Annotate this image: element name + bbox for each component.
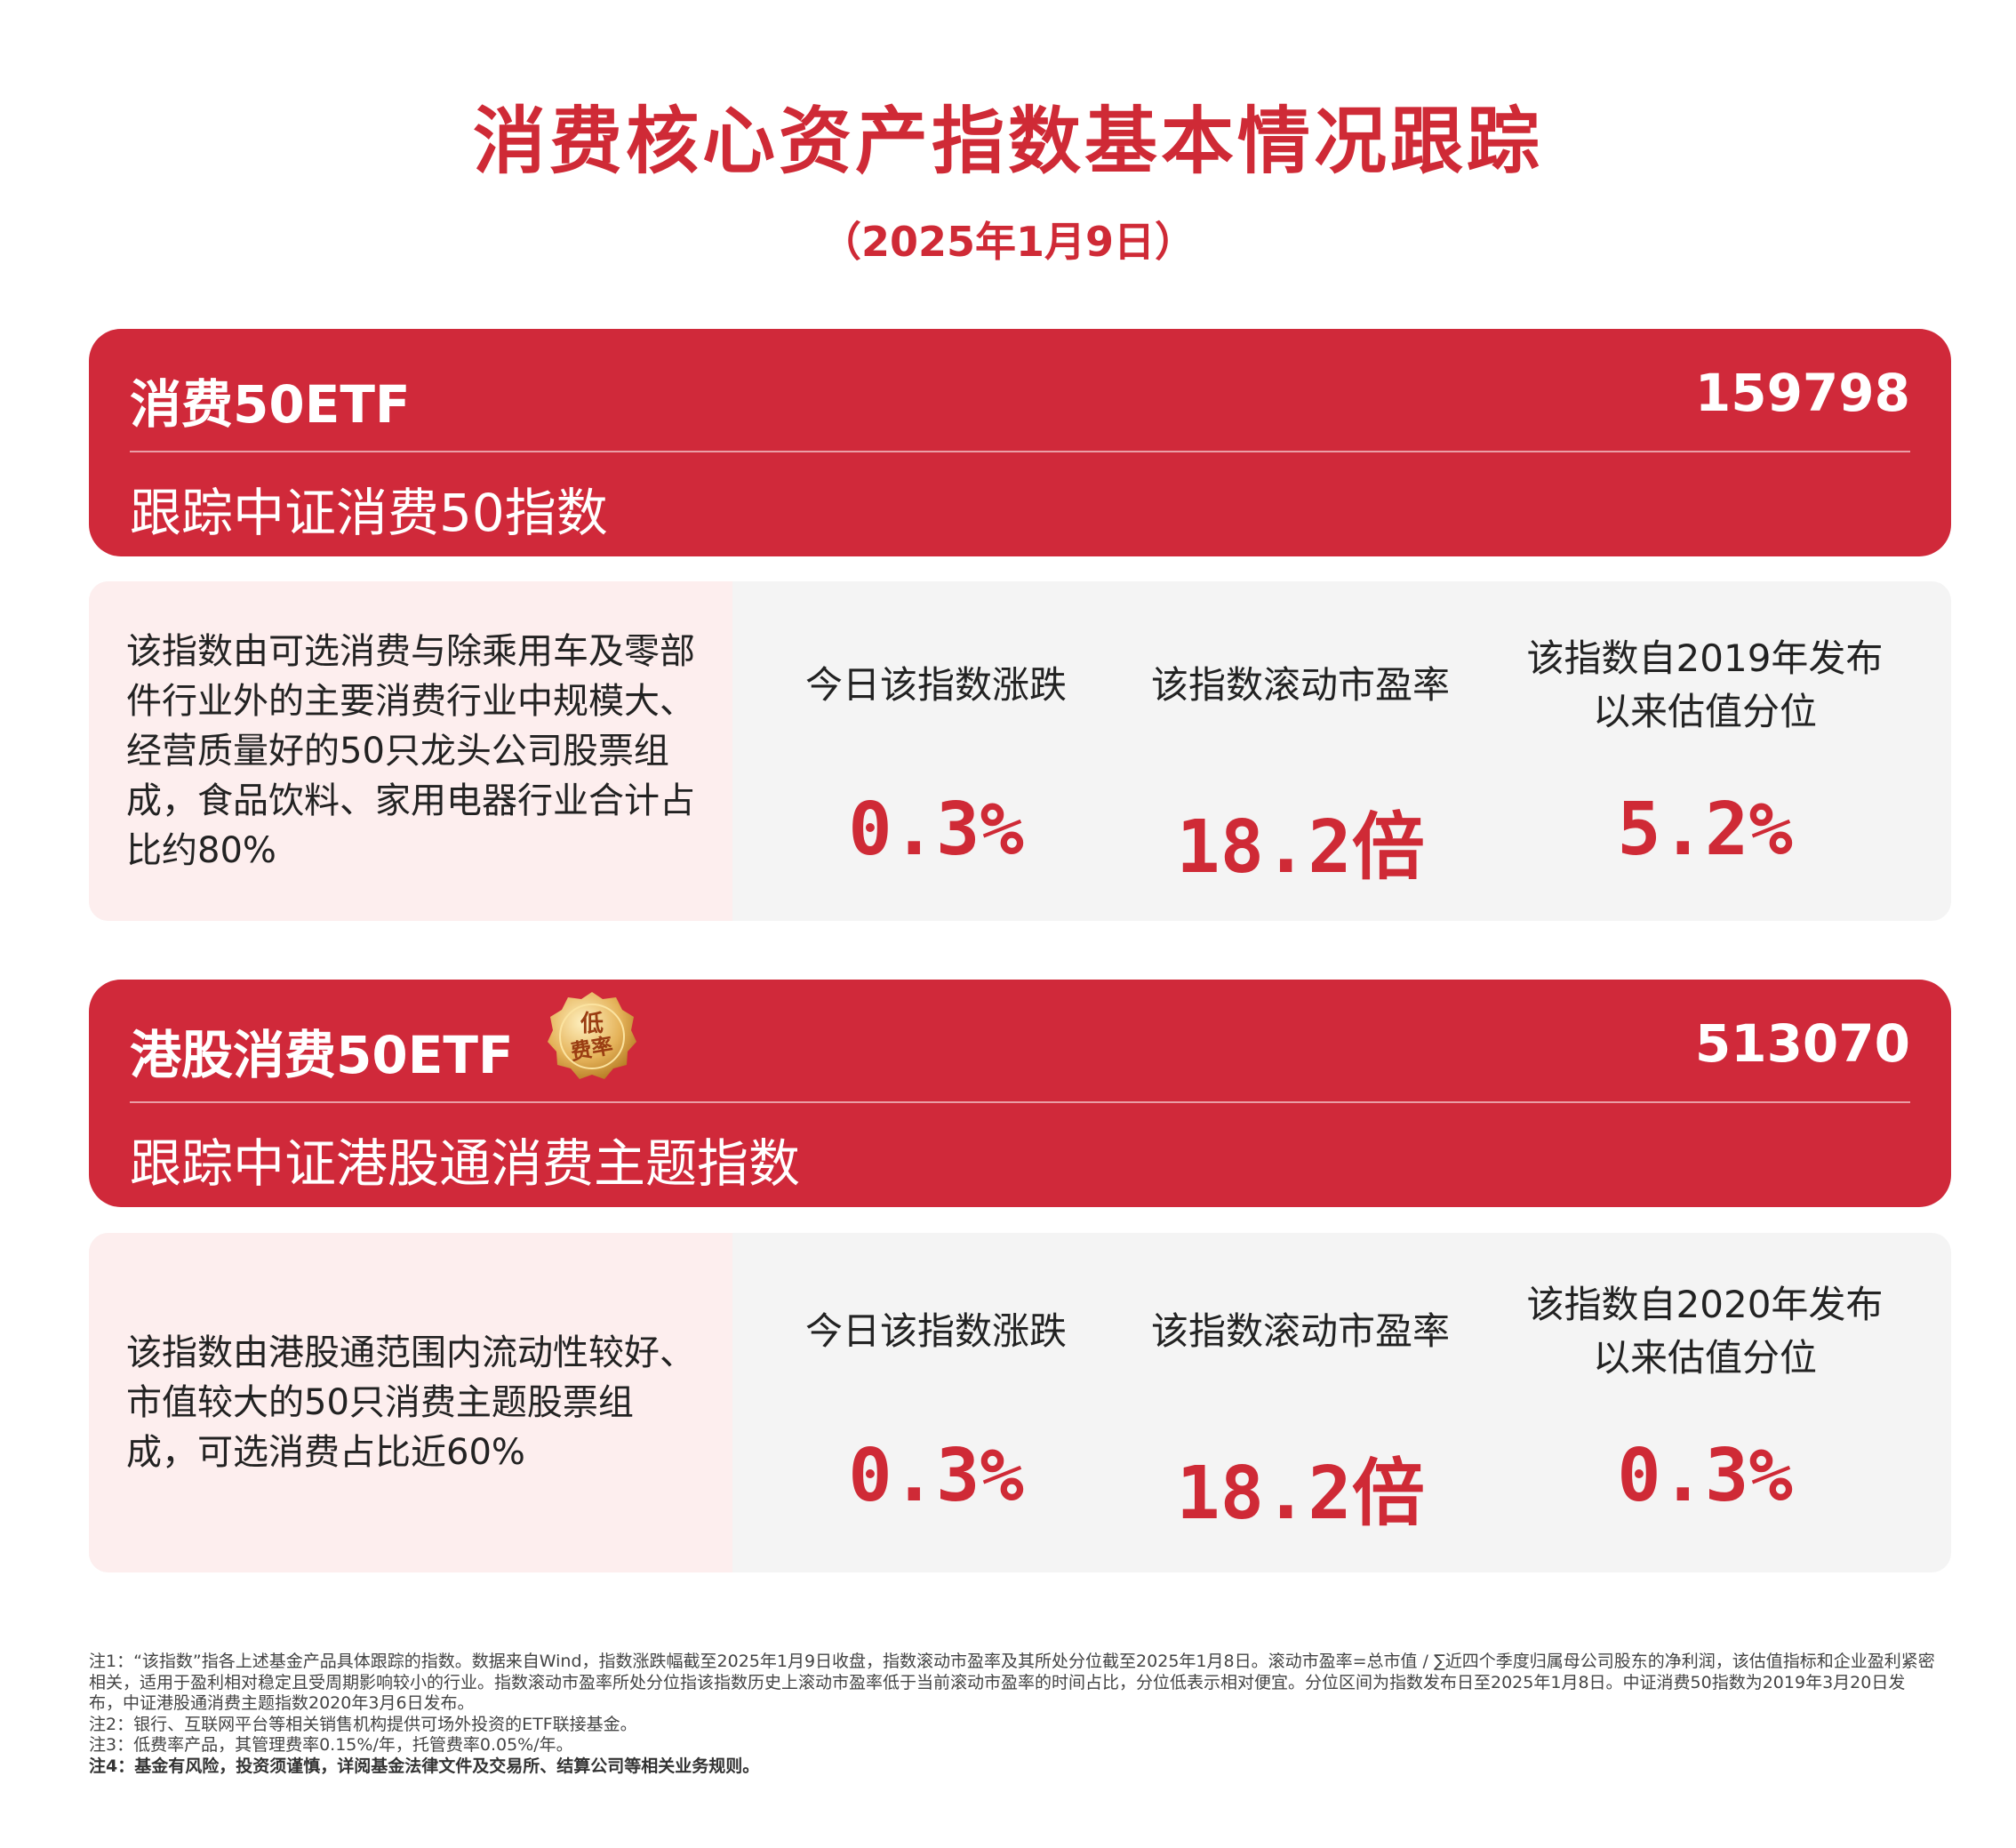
fund-name: 消费50ETF: [130, 374, 411, 435]
metric-label: 今日该指数涨跌: [804, 663, 1067, 707]
metric-label: 今日该指数涨跌: [804, 1309, 1067, 1353]
metric-daily-change: 今日该指数涨跌 0.3%: [723, 628, 1149, 872]
metric-value: 0.3%: [1617, 1434, 1793, 1518]
page-title: 消费核心资产指数基本情况跟踪: [472, 100, 1543, 184]
fund-info-panel-1: 该指数由可选消费与除乘用车及零部件行业外的主要消费行业中规模大、经营质量好的50…: [89, 581, 1951, 921]
fund-name: 港股消费50ETF: [130, 1025, 514, 1085]
footnote-2: 注2：银行、互联网平台等相关销售机构提供可场外投资的ETF联接基金。: [89, 1714, 637, 1734]
footnote-4-risk-warning: 注4：基金有风险，投资须谨慎，详阅基金法律文件及交易所、结算公司等相关业务规则。: [89, 1756, 760, 1776]
metric-label: 该指数自2020年发布以来估值分位: [1526, 1283, 1884, 1380]
metric-value: 18.2倍: [1176, 805, 1425, 890]
fund-header-2: 港股消费50ETF 低 费率 513070 跟踪中证港股通消费主题指数: [89, 980, 1951, 1207]
svg-text:低: 低: [580, 1011, 604, 1037]
footnote-3: 注3：低费率产品，其管理费率0.15%/年，托管费率0.05%/年。: [89, 1735, 573, 1755]
fund-info-panel-2: 该指数由港股通范围内流动性较好、市值较大的50只消费主题股票组成，可选消费占比近…: [89, 1233, 1951, 1572]
footnote-1: 注1：“该指数”指各上述基金产品具体跟踪的指数。数据来自Wind，指数涨跌幅截至…: [89, 1652, 1935, 1713]
divider: [130, 1101, 1910, 1103]
metric-value: 18.2倍: [1176, 1452, 1425, 1536]
divider: [130, 451, 1910, 452]
metric-label: 该指数滚动市盈率: [1150, 663, 1450, 707]
metric-value: 0.3%: [848, 1434, 1024, 1518]
fund-code: 513070: [1694, 1013, 1910, 1074]
fund-code: 159798: [1694, 363, 1910, 423]
fund-header-1: 消费50ETF 159798 跟踪中证消费50指数: [89, 329, 1951, 556]
metric-pe-ttm: 该指数滚动市盈率 18.2倍: [1087, 1274, 1514, 1540]
metric-value: 5.2%: [1617, 788, 1793, 872]
footnotes: 注1：“该指数”指各上述基金产品具体跟踪的指数。数据来自Wind，指数涨跌幅截至…: [89, 1652, 1938, 1777]
low-fee-badge-icon: 低 费率: [544, 988, 640, 1084]
metric-label: 该指数滚动市盈率: [1150, 1309, 1450, 1353]
metric-label: 该指数自2019年发布以来估值分位: [1526, 636, 1884, 733]
metric-pe-ttm: 该指数滚动市盈率 18.2倍: [1087, 628, 1514, 893]
fund-tracking-index: 跟踪中证港股通消费主题指数: [130, 1133, 801, 1194]
metric-value: 0.3%: [848, 788, 1024, 872]
metric-valuation-percentile: 该指数自2020年发布以来估值分位 0.3%: [1523, 1274, 1887, 1518]
index-description: 该指数由港股通范围内流动性较好、市值较大的50只消费主题股票组成，可选消费占比近…: [89, 1233, 732, 1572]
index-description: 该指数由可选消费与除乘用车及零部件行业外的主要消费行业中规模大、经营质量好的50…: [89, 581, 732, 921]
metric-daily-change: 今日该指数涨跌 0.3%: [723, 1274, 1149, 1518]
metric-valuation-percentile: 该指数自2019年发布以来估值分位 5.2%: [1523, 628, 1887, 872]
page-date: （2025年1月9日）: [820, 218, 1196, 266]
fund-tracking-index: 跟踪中证消费50指数: [130, 483, 608, 543]
